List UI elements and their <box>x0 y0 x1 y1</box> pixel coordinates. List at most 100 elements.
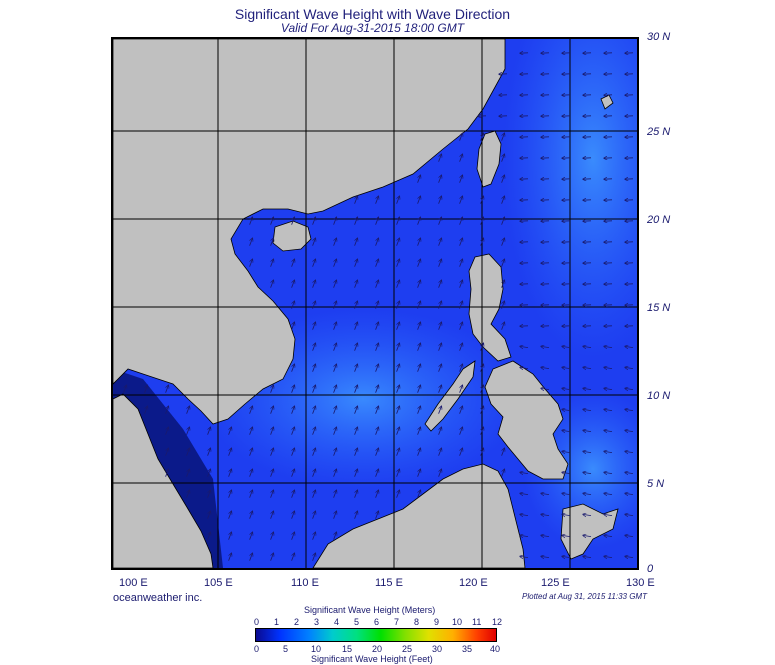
wave-direction-arrow <box>291 427 295 435</box>
wave-direction-arrow <box>249 553 253 561</box>
wave-direction-arrow <box>480 217 484 225</box>
wave-direction-arrow <box>396 322 400 330</box>
wave-direction-arrow <box>333 259 337 267</box>
wave-direction-arrow <box>520 556 529 557</box>
wave-direction-arrow <box>249 406 253 414</box>
wave-direction-arrow <box>625 451 634 452</box>
wave-direction-arrow <box>625 472 634 473</box>
wave-direction-arrow <box>396 490 400 498</box>
wave-direction-arrow <box>520 514 529 515</box>
wave-direction-arrow <box>270 469 274 477</box>
wave-direction-arrow <box>396 406 400 414</box>
colorbar-meter-tick: 6 <box>374 617 380 627</box>
wave-direction-arrow <box>270 280 274 288</box>
wave-direction-arrow <box>501 448 505 456</box>
wave-direction-arrow <box>417 385 421 393</box>
wave-direction-arrow <box>312 301 316 309</box>
wave-direction-arrow <box>312 385 316 393</box>
wave-direction-arrow <box>501 259 505 267</box>
wave-direction-arrow <box>312 322 316 330</box>
wave-direction-arrow <box>333 364 337 372</box>
wave-direction-arrow <box>459 238 463 246</box>
wave-direction-arrow <box>207 490 211 498</box>
colorbar-feet-tick: 10 <box>311 644 322 654</box>
wave-direction-arrow <box>625 388 634 389</box>
wave-direction-arrow <box>333 385 337 393</box>
wave-direction-arrow <box>459 196 463 204</box>
colorbar-feet-tick: 30 <box>432 644 443 654</box>
lat-label: 10 N <box>647 390 671 402</box>
land-sulawesi <box>560 503 619 560</box>
wave-direction-arrow <box>625 514 634 515</box>
wave-direction-arrow <box>480 343 484 351</box>
wave-direction-arrow <box>165 448 169 456</box>
lat-label: 30 N <box>647 31 671 43</box>
wave-direction-arrow <box>249 511 253 519</box>
wave-direction-arrow <box>249 259 253 267</box>
wave-direction-arrow <box>396 427 400 435</box>
wave-direction-arrow <box>459 154 463 162</box>
wave-direction-arrow <box>541 535 550 536</box>
wave-direction-arrow <box>375 259 379 267</box>
wave-direction-arrow <box>396 343 400 351</box>
wave-direction-arrow <box>625 409 634 410</box>
land-china-indochina <box>113 39 506 425</box>
wave-direction-arrow <box>396 448 400 456</box>
wave-direction-arrow <box>541 493 550 494</box>
wave-direction-arrow <box>417 448 421 456</box>
wave-direction-arrow <box>270 553 274 561</box>
wave-direction-arrow <box>249 448 253 456</box>
wave-direction-arrow <box>480 448 484 456</box>
wave-direction-arrow <box>375 364 379 372</box>
wave-direction-arrow <box>604 535 613 536</box>
wave-direction-arrow <box>270 385 274 393</box>
wave-direction-arrow <box>583 535 592 536</box>
wave-direction-arrow <box>228 532 232 540</box>
wave-direction-arrow <box>354 385 358 393</box>
wave-direction-arrow <box>333 511 337 519</box>
wave-direction-arrow <box>249 469 253 477</box>
wave-direction-arrow <box>417 469 421 477</box>
wave-direction-arrow <box>520 493 529 494</box>
colorbar-meter-tick: 11 <box>472 617 482 627</box>
wave-direction-arrow <box>417 301 421 309</box>
wave-direction-arrow <box>312 427 316 435</box>
wave-direction-arrow <box>459 217 463 225</box>
colorbar-meter-tick: 0 <box>254 617 260 627</box>
wave-direction-arrow <box>396 196 400 204</box>
wave-direction-arrow <box>480 196 484 204</box>
wave-direction-arrow <box>438 343 442 351</box>
wave-direction-arrow <box>165 469 169 477</box>
wave-direction-arrow <box>625 556 634 557</box>
wave-direction-arrow <box>562 346 571 347</box>
wave-direction-arrow <box>249 490 253 498</box>
wave-direction-arrow <box>562 556 571 557</box>
wave-direction-arrow <box>291 553 295 561</box>
wave-direction-arrow <box>270 490 274 498</box>
wave-direction-arrow <box>417 406 421 414</box>
wave-direction-arrow <box>375 238 379 246</box>
wave-direction-arrow <box>459 280 463 288</box>
wave-direction-arrow <box>354 427 358 435</box>
wave-direction-arrow <box>354 238 358 246</box>
wave-direction-arrow <box>312 364 316 372</box>
wave-direction-arrow <box>270 238 274 246</box>
wave-direction-arrow <box>354 511 358 519</box>
land-malay-peninsula <box>113 393 214 568</box>
wave-direction-arrow <box>312 469 316 477</box>
wave-direction-arrow <box>291 490 295 498</box>
colorbar-feet-tick: 25 <box>402 644 413 654</box>
wave-direction-arrow <box>438 259 442 267</box>
wave-direction-arrow <box>186 406 190 414</box>
wave-direction-arrow <box>291 511 295 519</box>
wave-direction-arrow <box>604 388 613 389</box>
colorbar-meter-tick: 5 <box>354 617 360 627</box>
wave-direction-arrow <box>459 322 463 330</box>
wave-direction-arrow <box>562 388 571 389</box>
colorbar-meter-tick: 2 <box>294 617 300 627</box>
wave-direction-arrow <box>562 367 571 368</box>
wave-direction-arrow <box>438 364 442 372</box>
colorbar-feet-tick: 35 <box>462 644 473 654</box>
wave-direction-arrow <box>438 238 442 246</box>
wave-direction-arrow <box>604 346 613 347</box>
